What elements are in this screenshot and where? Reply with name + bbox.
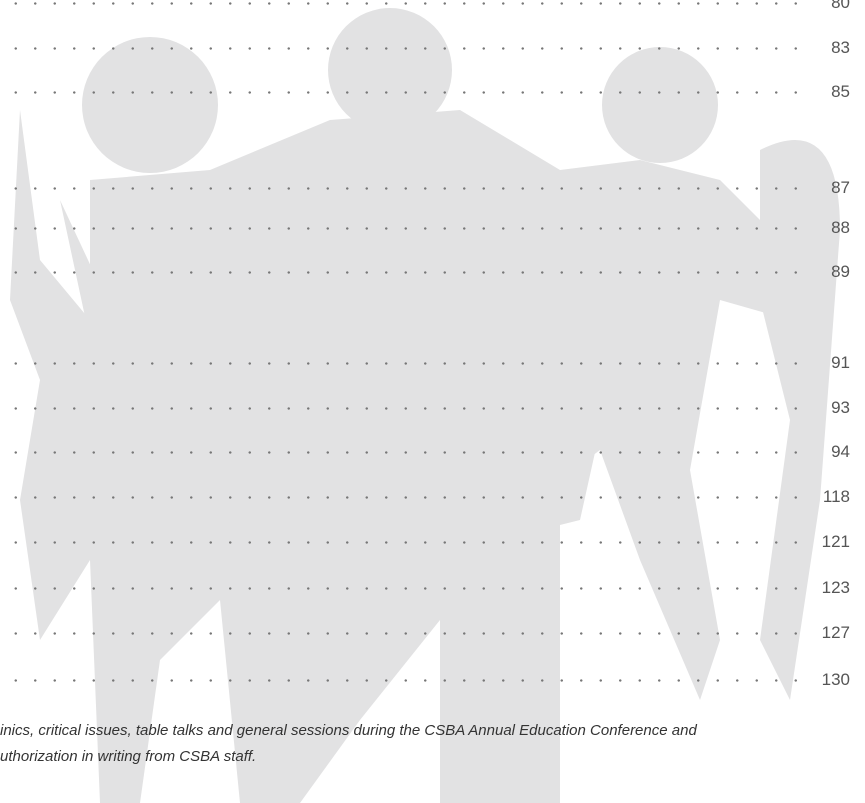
page-number: 130 xyxy=(822,668,850,692)
page-number: 123 xyxy=(822,576,850,600)
page-number: 127 xyxy=(822,621,850,645)
page-number: 87 xyxy=(831,176,850,200)
dot-leader xyxy=(0,47,802,50)
dot-leader xyxy=(0,2,802,5)
toc-row: 88 xyxy=(0,216,850,240)
dot-leader xyxy=(0,541,802,544)
toc-row: 93 xyxy=(0,396,850,420)
dot-leader xyxy=(0,187,802,190)
toc-row: 118 xyxy=(0,485,850,509)
dot-leader xyxy=(0,679,802,682)
page-number: 83 xyxy=(831,36,850,60)
toc-row: 121 xyxy=(0,530,850,554)
toc-row: 94 xyxy=(0,440,850,464)
toc-row: 123 xyxy=(0,576,850,600)
dot-leader xyxy=(0,362,802,365)
page: {"toc": {"pages": ["80", "83", "85", "87… xyxy=(0,0,865,803)
dot-leader xyxy=(0,451,802,454)
toc-row: 85 xyxy=(0,80,850,104)
toc-row: 83 xyxy=(0,36,850,60)
dot-leader xyxy=(0,271,802,274)
page-number: 118 xyxy=(823,485,850,509)
toc-row: 127 xyxy=(0,621,850,645)
page-number: 89 xyxy=(831,260,850,284)
page-number: 121 xyxy=(822,530,850,554)
toc-row: 130 xyxy=(0,668,850,692)
page-number: 80 xyxy=(831,0,850,15)
footer-line: uthorization in writing from CSBA staff. xyxy=(0,748,256,765)
toc-row: 91 xyxy=(0,351,850,375)
page-number: 91 xyxy=(831,351,850,375)
dot-leader xyxy=(0,632,802,635)
page-number: 88 xyxy=(831,216,850,240)
dot-leader xyxy=(0,496,802,499)
toc-row: 87 xyxy=(0,176,850,200)
page-number: 85 xyxy=(831,80,850,104)
dot-leader xyxy=(0,587,802,590)
toc-row: 80 xyxy=(0,0,850,15)
page-number: 93 xyxy=(831,396,850,420)
dot-leader xyxy=(0,407,802,410)
toc-row: 89 xyxy=(0,260,850,284)
dot-leader xyxy=(0,227,802,230)
page-number: 94 xyxy=(831,440,850,464)
dot-leader xyxy=(0,91,802,94)
footer-line: inics, critical issues, table talks and … xyxy=(0,722,697,739)
